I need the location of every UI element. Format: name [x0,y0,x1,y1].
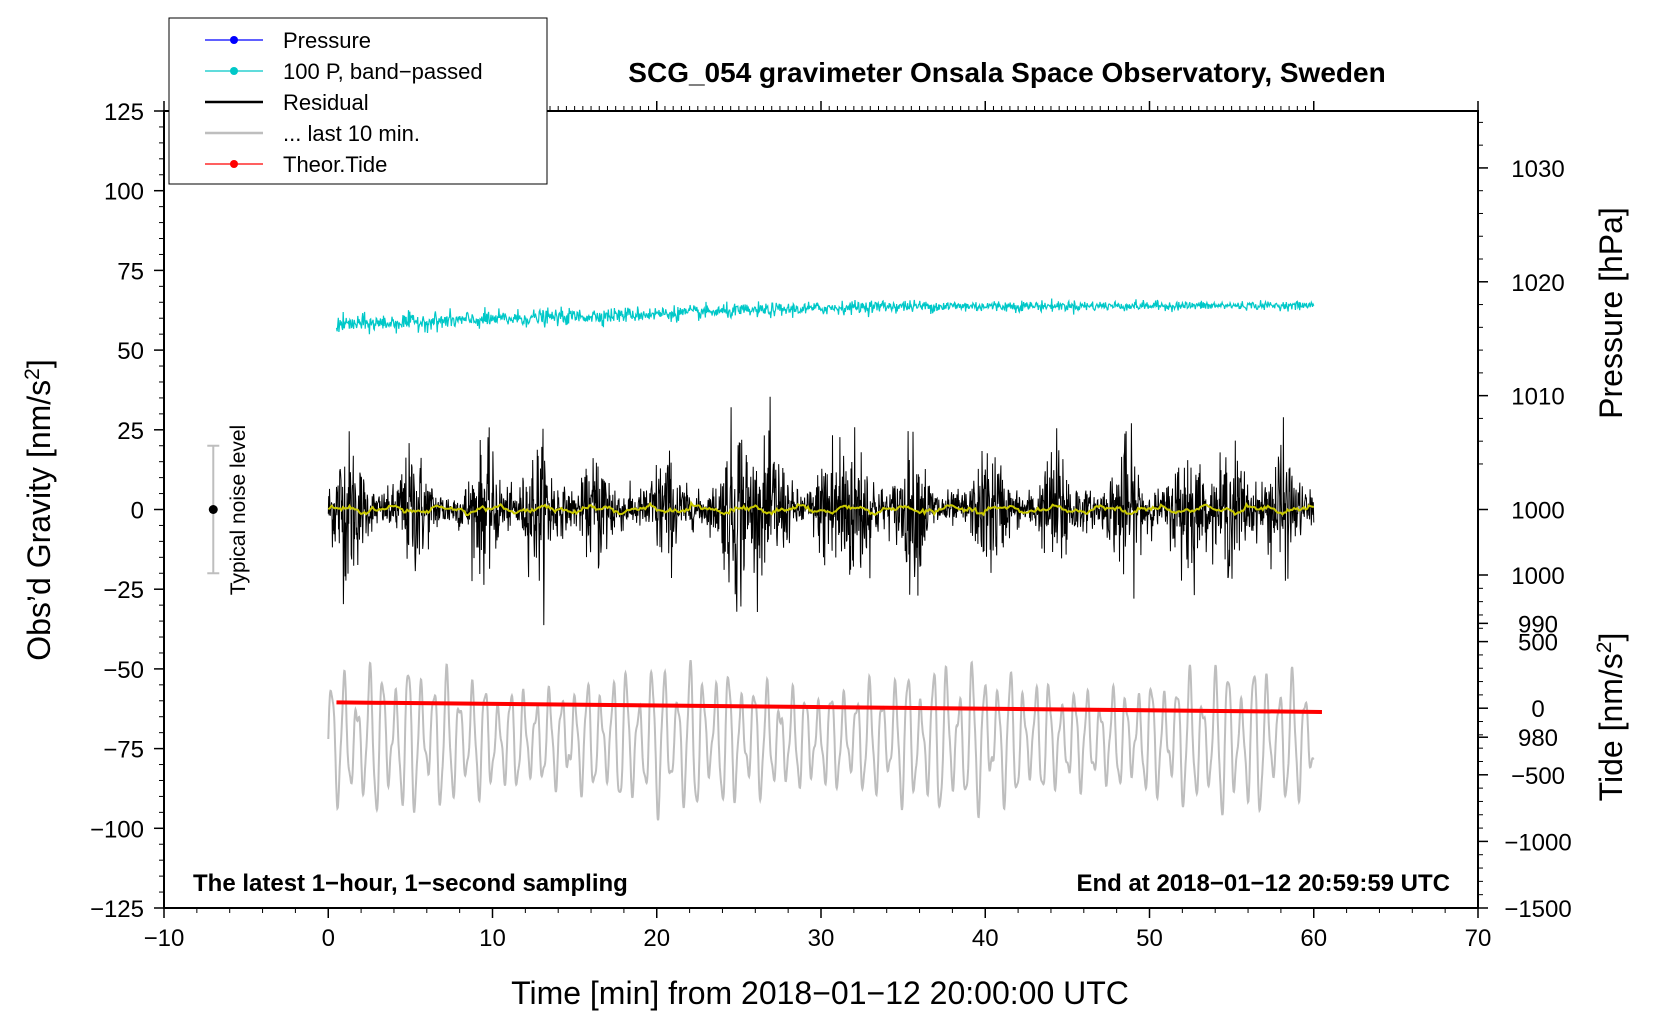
x-axis-title: Time [min] from 2018−01−12 20:00:00 UTC [511,975,1129,1011]
x-tick-label: 50 [1136,925,1163,952]
tide-tick-label: −1500 [1504,896,1571,923]
y-axis-title-tide: Tide [nm/s2] [1593,633,1630,802]
tide-tick-label: −500 [1511,763,1565,790]
series-residual-smoothed-line [327,500,1315,517]
legend-label: Pressure [283,28,371,53]
y-axis-title-tide-sup: 2 [1593,642,1616,654]
y-axis-title-left: Obs’d Gravity [nm/s2] [21,359,58,661]
series-last-10-min-line [327,660,1315,821]
x-tick-label: −10 [144,925,185,952]
pressure-tick-label: 990 [1518,611,1558,638]
series-residual-line [327,396,1315,626]
noise-label: Typical noise level [227,425,250,595]
y-tick-label: −75 [103,737,144,764]
x-tick-label: 20 [643,925,670,952]
x-tick-label: 70 [1465,925,1492,952]
legend: Pressure 100 P, band−passed Residual ... la… [168,17,548,185]
pressure-tick-label: 1030 [1511,156,1564,183]
y-tick-label: −125 [90,896,144,923]
legend-label: Residual [283,90,369,115]
series-theor-tide-line [336,700,1322,714]
y-tick-label: 125 [104,99,144,126]
series-pressure-bandpassed-line [335,298,1315,335]
legend-label: 100 P, band−passed [283,59,483,84]
y-tick-label: −25 [103,577,144,604]
tide-tick-label: −1000 [1504,829,1571,856]
pressure-tick-label: 980 [1518,725,1558,752]
noise-dot [208,505,218,514]
data-series [327,298,1322,821]
corner-left-label: The latest 1−hour, 1−second sampling [193,870,628,897]
y-tick-label: −100 [90,816,144,843]
legend-marker [230,160,238,168]
legend-marker [230,67,238,75]
x-tick-label: 60 [1300,925,1327,952]
noise-indicator [207,444,220,575]
corner-right-label: End at 2018−01−12 20:59:59 UTC [1076,870,1450,897]
pressure-tick-label: 1020 [1511,270,1564,297]
y-tick-label: 50 [117,338,144,365]
tide-tick-label: 1000 [1511,563,1564,590]
legend-marker [230,36,238,44]
pressure-tick-label: 1010 [1511,384,1564,411]
y-tick-label: 75 [117,258,144,285]
x-tick-label: 10 [479,925,506,952]
y-tick-label: 100 [104,179,144,206]
x-tick-label: 30 [808,925,835,952]
y-tick-label: −50 [103,657,144,684]
x-tick-label: 0 [322,925,335,952]
y-tick-label: 0 [131,498,144,525]
y-axis-title-left-sup: 2 [21,368,44,380]
x-tick-label: 40 [972,925,999,952]
y-tick-label: 25 [117,418,144,445]
legend-label: Theor.Tide [283,152,387,177]
axis-ticks: −10 0 10 20 30 40 50 60 701251007550250−25−50−75… [90,99,1572,952]
legend-label: ... last 10 min. [283,121,420,146]
tide-tick-label: 0 [1531,696,1544,723]
y-axis-title-pressure: Pressure [hPa] [1593,207,1629,419]
pressure-tick-label: 1000 [1511,498,1564,525]
tide-tick-label: 500 [1518,630,1558,657]
chart-title: SCG_054 gravimeter Onsala Space Observat… [628,57,1385,88]
